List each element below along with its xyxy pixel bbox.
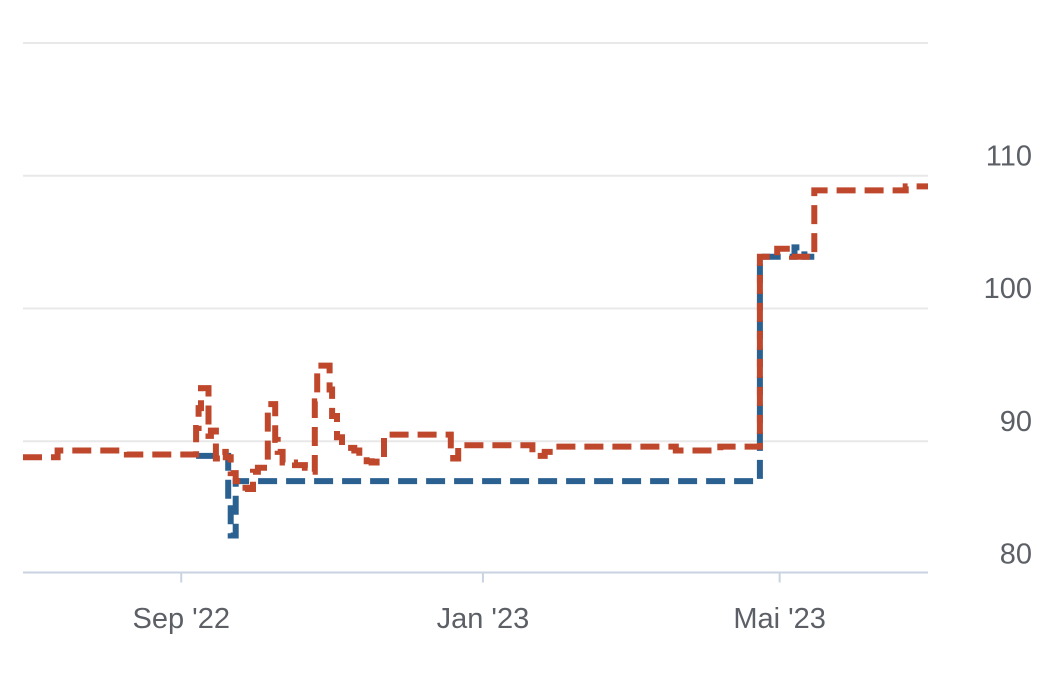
x-axis-label: Mai '23 [733, 603, 826, 635]
x-axis-label: Sep '22 [133, 603, 230, 635]
y-axis-label: 100 [984, 273, 1032, 305]
y-axis-label: 90 [1000, 406, 1032, 438]
x-axis-label: Jan '23 [437, 603, 530, 635]
red-dashed-series [23, 183, 928, 492]
blue-dashed-series [196, 244, 815, 539]
y-axis-label: 110 [986, 140, 1032, 172]
y-axis-label: 80 [1000, 539, 1032, 571]
